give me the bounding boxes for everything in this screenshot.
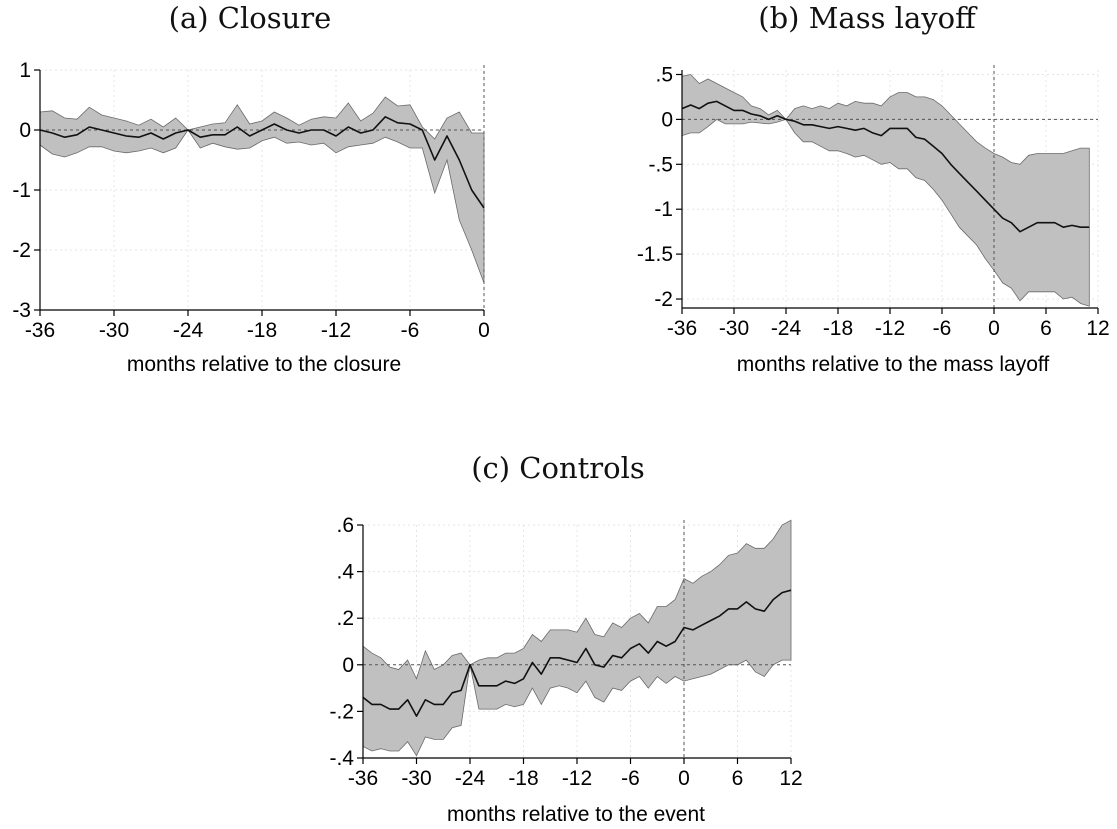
x-tick-label-mass-layoff-2: -24 <box>771 317 802 340</box>
estimate-line-controls <box>362 589 792 717</box>
x-axis-title-controls: months relative to the event <box>447 803 705 826</box>
y-tick-label-closure-4: -3 <box>12 299 31 322</box>
y-tick-label-mass-layoff-0: .5 <box>655 63 673 86</box>
x-tick-label-controls-3: -18 <box>508 767 538 790</box>
y-tick-label-mass-layoff-4: -1.5 <box>637 243 673 266</box>
y-tick-label-closure-0: 1 <box>19 59 31 82</box>
x-tick-label-closure-4: -12 <box>321 319 351 342</box>
y-tick-label-closure-2: -1 <box>12 179 31 202</box>
y-tick-label-controls-4: -.2 <box>329 700 354 723</box>
x-tick-label-controls-8: 12 <box>779 767 802 790</box>
x-tick-label-controls-5: -6 <box>621 767 640 790</box>
estimate-line-mass-layoff <box>681 100 1090 233</box>
panel-mass-layoff: (b) Mass layoff months relative to the m… <box>637 1 1110 376</box>
y-tick-label-mass-layoff-2: -.5 <box>648 153 673 176</box>
x-tick-label-controls-1: -30 <box>401 767 431 790</box>
x-tick-label-closure-1: -30 <box>99 319 129 342</box>
x-tick-label-controls-7: 6 <box>732 767 744 790</box>
y-tick-label-controls-5: -.4 <box>329 747 354 770</box>
x-tick-label-controls-6: 0 <box>678 767 690 790</box>
x-tick-label-closure-6: 0 <box>478 319 490 342</box>
x-tick-label-mass-layoff-3: -18 <box>823 317 853 340</box>
y-tick-label-mass-layoff-1: 0 <box>661 108 673 131</box>
y-tick-label-controls-3: 0 <box>342 654 354 677</box>
y-tick-label-controls-1: .4 <box>336 561 354 584</box>
x-tick-label-closure-0: -36 <box>25 319 55 342</box>
x-tick-label-mass-layoff-6: 0 <box>988 317 1000 340</box>
x-tick-label-closure-5: -6 <box>401 319 420 342</box>
y-tick-label-controls-0: .6 <box>336 514 354 537</box>
y-tick-label-mass-layoff-3: -1 <box>654 198 673 221</box>
x-tick-label-mass-layoff-4: -12 <box>875 317 905 340</box>
panel-title-mass-layoff: (b) Mass layoff <box>758 1 978 35</box>
x-tick-label-mass-layoff-8: 12 <box>1086 317 1109 340</box>
y-tick-label-mass-layoff-5: -2 <box>654 288 673 311</box>
y-tick-label-closure-1: 0 <box>19 119 31 142</box>
confidence-band-controls <box>362 519 792 757</box>
x-tick-label-controls-0: -36 <box>348 767 378 790</box>
estimate-line-closure <box>39 116 485 209</box>
y-tick-label-controls-2: .2 <box>336 607 354 630</box>
x-axis-title-closure: months relative to the closure <box>127 353 401 376</box>
x-tick-label-closure-3: -18 <box>247 319 277 342</box>
x-tick-label-controls-2: -24 <box>455 767 486 790</box>
panel-controls: (c) Controls months relative to the even… <box>329 451 802 826</box>
confidence-band-mass-layoff <box>681 74 1090 307</box>
x-tick-label-mass-layoff-0: -36 <box>667 317 697 340</box>
x-tick-label-closure-2: -24 <box>173 319 204 342</box>
y-tick-label-closure-3: -2 <box>12 239 31 262</box>
panel-title-closure: (a) Closure <box>169 1 332 35</box>
x-tick-label-controls-4: -12 <box>562 767 592 790</box>
x-tick-label-mass-layoff-7: 6 <box>1040 317 1052 340</box>
x-tick-label-mass-layoff-5: -6 <box>933 317 952 340</box>
x-tick-label-mass-layoff-1: -30 <box>719 317 749 340</box>
panel-title-controls: (c) Controls <box>471 451 645 485</box>
x-axis-title-mass-layoff: months relative to the mass layoff <box>737 353 1050 376</box>
panel-closure: (a) Closure months relative to the closu… <box>12 1 490 376</box>
